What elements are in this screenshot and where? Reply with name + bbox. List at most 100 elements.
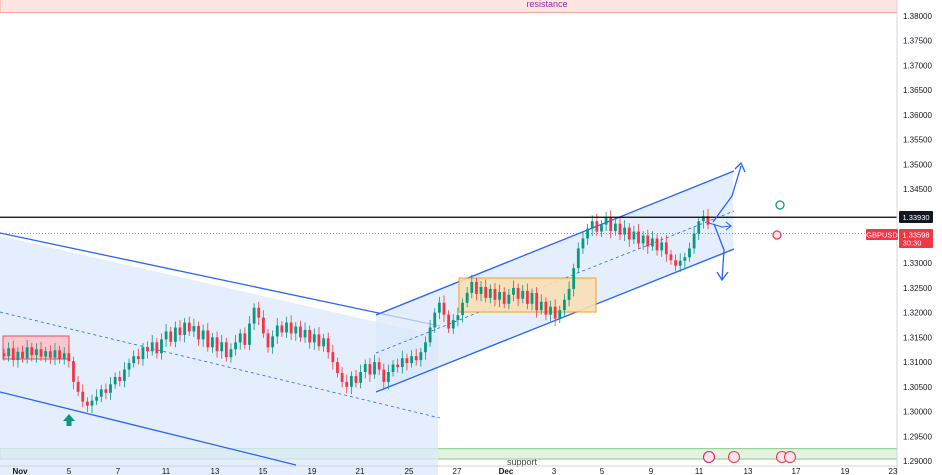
candle-body <box>271 336 275 348</box>
event-marker-icon <box>784 451 796 463</box>
candle-body <box>535 292 539 311</box>
price-tick-label: 1.36000 <box>903 111 932 120</box>
candle-body <box>118 376 122 381</box>
candle-body <box>387 372 390 382</box>
candle-body <box>530 292 534 304</box>
candle-body <box>701 216 705 222</box>
candle-body <box>53 350 57 358</box>
candle-body <box>604 217 608 225</box>
candle-body <box>90 400 94 406</box>
projection-up-path <box>712 165 742 223</box>
candle-body <box>160 339 163 354</box>
candle-body <box>30 347 34 356</box>
candle-body <box>331 352 335 363</box>
target-up-circle <box>775 200 785 210</box>
candle-body <box>567 288 571 300</box>
candle-body <box>187 322 191 332</box>
annotations-layer <box>63 161 796 463</box>
candle-body <box>62 353 66 360</box>
candle-body <box>132 356 136 364</box>
candle-body <box>67 353 71 362</box>
candle-body <box>651 238 654 247</box>
candle-body <box>475 282 478 294</box>
channels-layer <box>0 170 735 475</box>
price-tick-label: 1.29000 <box>903 457 932 466</box>
candle-body <box>502 291 506 304</box>
candle-body <box>609 217 613 232</box>
time-tick-label: 11 <box>695 467 704 475</box>
candle-body <box>419 352 423 361</box>
candle-body <box>48 351 52 358</box>
candle-body <box>39 349 43 357</box>
price-tick-label: 1.37000 <box>903 61 932 70</box>
time-tick-label: 5 <box>67 467 72 475</box>
candle-body <box>95 396 99 401</box>
candle-body <box>44 351 48 357</box>
candle-body <box>692 233 696 249</box>
candle-body <box>229 349 233 358</box>
candle-body <box>72 361 75 382</box>
price-tick-label: 1.30000 <box>903 408 932 417</box>
time-tick-label: Nov <box>12 467 28 475</box>
candle-body <box>21 351 24 359</box>
time-tick-label: 19 <box>841 467 850 475</box>
candle-body <box>697 221 701 234</box>
candle-body <box>544 301 548 315</box>
up-arrow-icon <box>63 414 75 426</box>
candle-body <box>655 238 659 251</box>
candle-body <box>317 334 321 347</box>
candle-body <box>123 369 126 381</box>
time-tick-label: 27 <box>453 467 462 475</box>
candle-body <box>99 389 103 397</box>
candle-body <box>220 342 224 352</box>
candle-body <box>623 227 627 235</box>
candle-body <box>539 301 543 311</box>
candle-body <box>373 362 376 375</box>
candle-body <box>572 268 576 289</box>
time-tick-label: 3 <box>552 467 557 475</box>
candle-body <box>558 310 562 319</box>
candle-body <box>428 327 432 343</box>
candle-body <box>410 356 413 364</box>
support-label: support <box>507 457 538 467</box>
time-tick-label: 7 <box>116 467 121 475</box>
candle-body <box>7 348 11 357</box>
candle-body <box>442 302 446 315</box>
candle-body <box>85 401 89 406</box>
candle-body <box>706 216 710 225</box>
candle-body <box>683 257 687 261</box>
candle-body <box>451 320 455 329</box>
candle-body <box>164 331 168 340</box>
candle-body <box>637 231 640 244</box>
candle-body <box>488 288 492 298</box>
candle-body <box>391 364 395 372</box>
candle-body <box>674 260 677 266</box>
candle-body <box>493 288 497 300</box>
candle-body <box>456 315 460 321</box>
time-tick-label: 19 <box>308 467 317 475</box>
candle-body <box>437 302 441 313</box>
candle-body <box>340 372 344 382</box>
time-axis[interactable]: Nov 5 7 11 13 15 19 21 25 27 Dec 3 5 9 11 13 17 19 23 <box>0 465 898 475</box>
price-badge <box>899 229 933 248</box>
candle-body <box>11 348 15 361</box>
candle-body <box>224 342 228 358</box>
candle-body <box>206 330 210 348</box>
candle-body <box>280 325 284 333</box>
target-down-circle <box>772 230 782 240</box>
candle-body <box>521 290 525 299</box>
candle-body <box>183 322 187 335</box>
candle-body <box>581 238 585 249</box>
candle-body <box>368 364 372 375</box>
symbol-badge <box>866 229 898 240</box>
candle-body <box>215 337 219 352</box>
time-tick-label: 25 <box>405 467 414 475</box>
level-badge-text: 1.33930 <box>902 213 929 222</box>
descending-channel-fill <box>0 236 438 475</box>
candle-body <box>299 326 302 338</box>
candle-body <box>25 347 29 359</box>
candle-body <box>525 290 529 304</box>
level-badge <box>899 211 933 223</box>
